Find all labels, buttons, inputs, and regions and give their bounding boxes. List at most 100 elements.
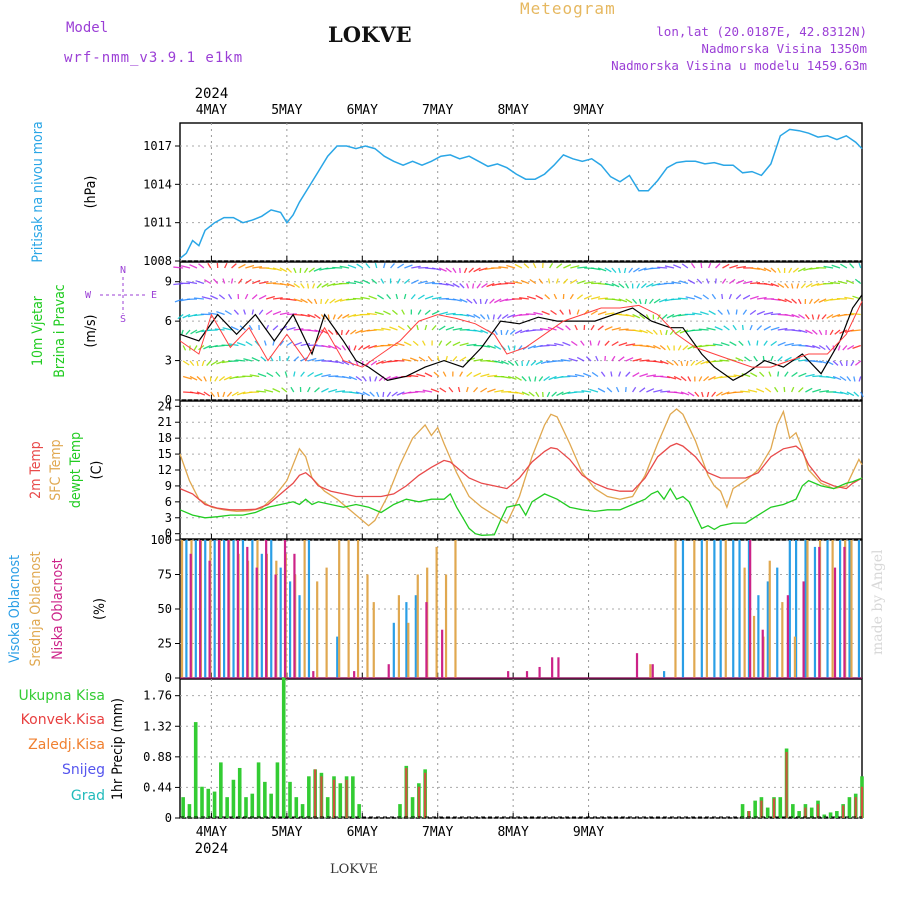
high-cloud-bar bbox=[213, 540, 216, 678]
wind-axis-unit: (m/s) bbox=[83, 315, 99, 348]
mid-cloud-bar bbox=[435, 546, 438, 678]
pressure-y-tick-label: 1008 bbox=[143, 254, 172, 268]
mid-cloud-bar bbox=[303, 540, 306, 678]
high-cloud-bar bbox=[732, 540, 735, 678]
mid-cloud-bar bbox=[743, 567, 746, 678]
x-date-label-bottom: 6MAY bbox=[347, 825, 378, 840]
low-cloud-bar bbox=[236, 540, 239, 678]
wind-axis-subtitle: Brzina i Pravac bbox=[52, 284, 68, 378]
mid-cloud-bar bbox=[372, 602, 375, 678]
temp-2m-axis-title: 2m Temp bbox=[28, 441, 44, 499]
high-cloud-bar bbox=[414, 595, 417, 678]
mid-cloud-bar bbox=[444, 574, 448, 678]
low-cloud-bar bbox=[293, 553, 296, 678]
high-cloud-bar bbox=[270, 540, 273, 678]
mid-cloud-bar bbox=[752, 615, 756, 678]
high-cloud-bar bbox=[260, 553, 263, 678]
low-cloud-bar bbox=[199, 540, 202, 678]
total-precip-bar bbox=[206, 788, 211, 818]
total-precip-bar bbox=[288, 781, 292, 818]
wind-y-tick-label: 3 bbox=[165, 354, 172, 368]
dewpoint-line bbox=[179, 477, 863, 536]
x-date-label-top: 4MAY bbox=[196, 103, 227, 118]
low-cloud-bar bbox=[507, 671, 510, 678]
precip-axis-title: 1hr Precip (mm) bbox=[110, 698, 126, 800]
high-cloud-bar bbox=[289, 581, 292, 678]
total-precip-bar bbox=[809, 807, 814, 818]
precip-legend-label: Grad bbox=[71, 788, 105, 804]
x-date-label-top: 9MAY bbox=[573, 103, 604, 118]
total-precip-bar bbox=[281, 677, 286, 818]
total-precip-bar bbox=[338, 783, 343, 818]
high-cloud-bar bbox=[788, 540, 791, 678]
cloud-low-axis-title: Niska Oblacnost bbox=[50, 558, 66, 660]
mid-cloud-bar bbox=[338, 540, 341, 678]
total-precip-bar bbox=[219, 762, 223, 818]
mid-cloud-bar bbox=[806, 540, 809, 678]
footer-station-label: LOKVE bbox=[330, 862, 378, 877]
high-cloud-bar bbox=[279, 567, 282, 678]
low-cloud-bar bbox=[312, 671, 315, 678]
high-cloud-bar bbox=[232, 540, 235, 678]
total-precip-bar bbox=[300, 804, 305, 818]
total-precip-bar bbox=[791, 804, 795, 818]
total-precip-bar bbox=[822, 814, 827, 818]
mid-cloud-bar bbox=[356, 540, 360, 678]
total-precip-bar bbox=[200, 786, 204, 818]
model-name: wrf-nmm_v3.9.1 e1km bbox=[64, 50, 244, 66]
model-altitude: Nadmorska Visina u modelu 1459.63m bbox=[611, 58, 867, 73]
low-cloud-bar bbox=[786, 595, 789, 678]
low-cloud-bar bbox=[551, 657, 554, 678]
total-precip-bar bbox=[410, 797, 415, 818]
total-precip-bar bbox=[231, 779, 236, 818]
low-cloud-bar bbox=[227, 540, 230, 678]
temperature-y-tick-label: 6 bbox=[165, 495, 172, 509]
high-cloud-bar bbox=[298, 595, 301, 678]
high-cloud-bar bbox=[336, 636, 339, 678]
wind-legend-east: E bbox=[151, 290, 157, 301]
x-date-label-bottom: 9MAY bbox=[573, 825, 604, 840]
precip-y-tick-label: 0.44 bbox=[143, 780, 172, 794]
convective-precip-bar bbox=[314, 769, 317, 818]
total-precip-bar bbox=[797, 811, 801, 818]
convective-precip-bar bbox=[405, 767, 408, 818]
low-cloud-bar bbox=[651, 664, 654, 678]
total-precip-bar bbox=[357, 804, 361, 818]
convective-precip-bar bbox=[854, 797, 857, 818]
low-cloud-bar bbox=[246, 546, 249, 678]
wind-y-tick-label: 0 bbox=[165, 393, 172, 407]
mid-cloud-bar bbox=[347, 540, 350, 678]
temp-dewpt-axis-title: dewpt Temp bbox=[68, 432, 84, 508]
x-date-label-bottom: 8MAY bbox=[497, 825, 528, 840]
total-precip-bar bbox=[828, 812, 833, 818]
total-precip-bar bbox=[398, 804, 402, 818]
x-date-label-top: 8MAY bbox=[497, 103, 528, 118]
temperature-y-tick-label: 15 bbox=[158, 447, 172, 461]
mid-cloud-bar bbox=[768, 560, 771, 678]
wind-barb-field bbox=[173, 262, 864, 398]
low-cloud-bar bbox=[265, 540, 268, 678]
temperature-y-tick-label: 3 bbox=[165, 511, 172, 525]
low-cloud-bar bbox=[761, 629, 764, 678]
low-cloud-bar bbox=[217, 540, 221, 678]
location-coordinates: lon,lat (20.0187E, 42.8312N) bbox=[656, 24, 867, 39]
total-precip-bar bbox=[835, 811, 839, 818]
high-cloud-bar bbox=[766, 581, 769, 678]
total-precip-bar bbox=[307, 776, 311, 818]
wind-legend-south: S bbox=[120, 314, 126, 325]
high-cloud-bar bbox=[795, 540, 798, 678]
total-precip-bar bbox=[351, 776, 355, 818]
x-date-label-bottom: 5MAY bbox=[271, 825, 302, 840]
precip-legend-label: Zaledj.Kisa bbox=[28, 737, 105, 753]
wind-gust-line bbox=[179, 301, 863, 368]
high-cloud-bar bbox=[251, 540, 254, 678]
clouds-y-tick-label: 75 bbox=[158, 568, 172, 582]
mid-cloud-bar bbox=[831, 540, 834, 678]
low-cloud-bar bbox=[425, 602, 428, 678]
high-cloud-bar bbox=[719, 540, 722, 678]
x-date-label-bottom: 7MAY bbox=[422, 825, 453, 840]
total-precip-bar bbox=[187, 804, 192, 818]
mid-cloud-bar bbox=[407, 622, 410, 678]
high-cloud-bar bbox=[857, 540, 861, 678]
mid-cloud-bar bbox=[316, 581, 319, 678]
